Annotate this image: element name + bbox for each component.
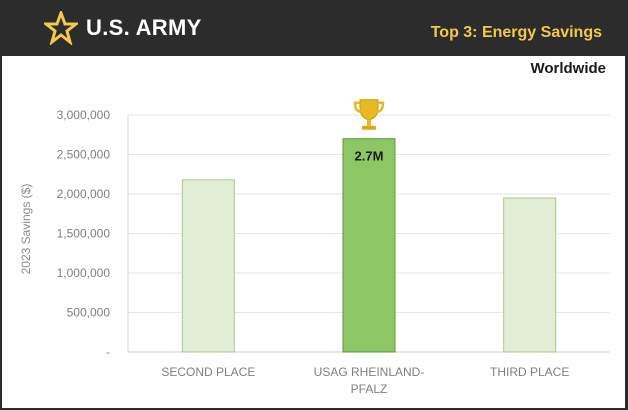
x-tick-label: SECOND PLACE (161, 365, 255, 379)
bar (503, 197, 557, 353)
star-icon (44, 11, 78, 45)
chart-subtitle: Worldwide (530, 60, 606, 77)
x-tick-label: THIRD PLACE (490, 365, 569, 379)
bar (342, 138, 396, 353)
header-bar: U.S. ARMY Top 3: Energy Savings (0, 0, 628, 56)
army-logo: U.S. ARMY (44, 10, 202, 46)
page-title: Top 3: Energy Savings (430, 24, 602, 41)
y-tick-label: 2,500,000 (57, 148, 111, 162)
y-tick-label: 500,000 (67, 306, 111, 320)
bar (181, 179, 235, 353)
y-tick-label: - (106, 345, 110, 359)
x-tick-label: USAG RHEINLAND-PFALZ (314, 365, 425, 396)
data-label: 2.7M (355, 149, 384, 164)
y-tick-label: 1,500,000 (57, 227, 111, 241)
y-tick-label: 1,000,000 (57, 266, 111, 280)
trophy-icon (353, 99, 385, 130)
y-tick-label: 2,000,000 (57, 187, 111, 201)
brand-text: U.S. ARMY (86, 15, 202, 40)
y-tick-label: 3,000,000 (57, 108, 111, 122)
